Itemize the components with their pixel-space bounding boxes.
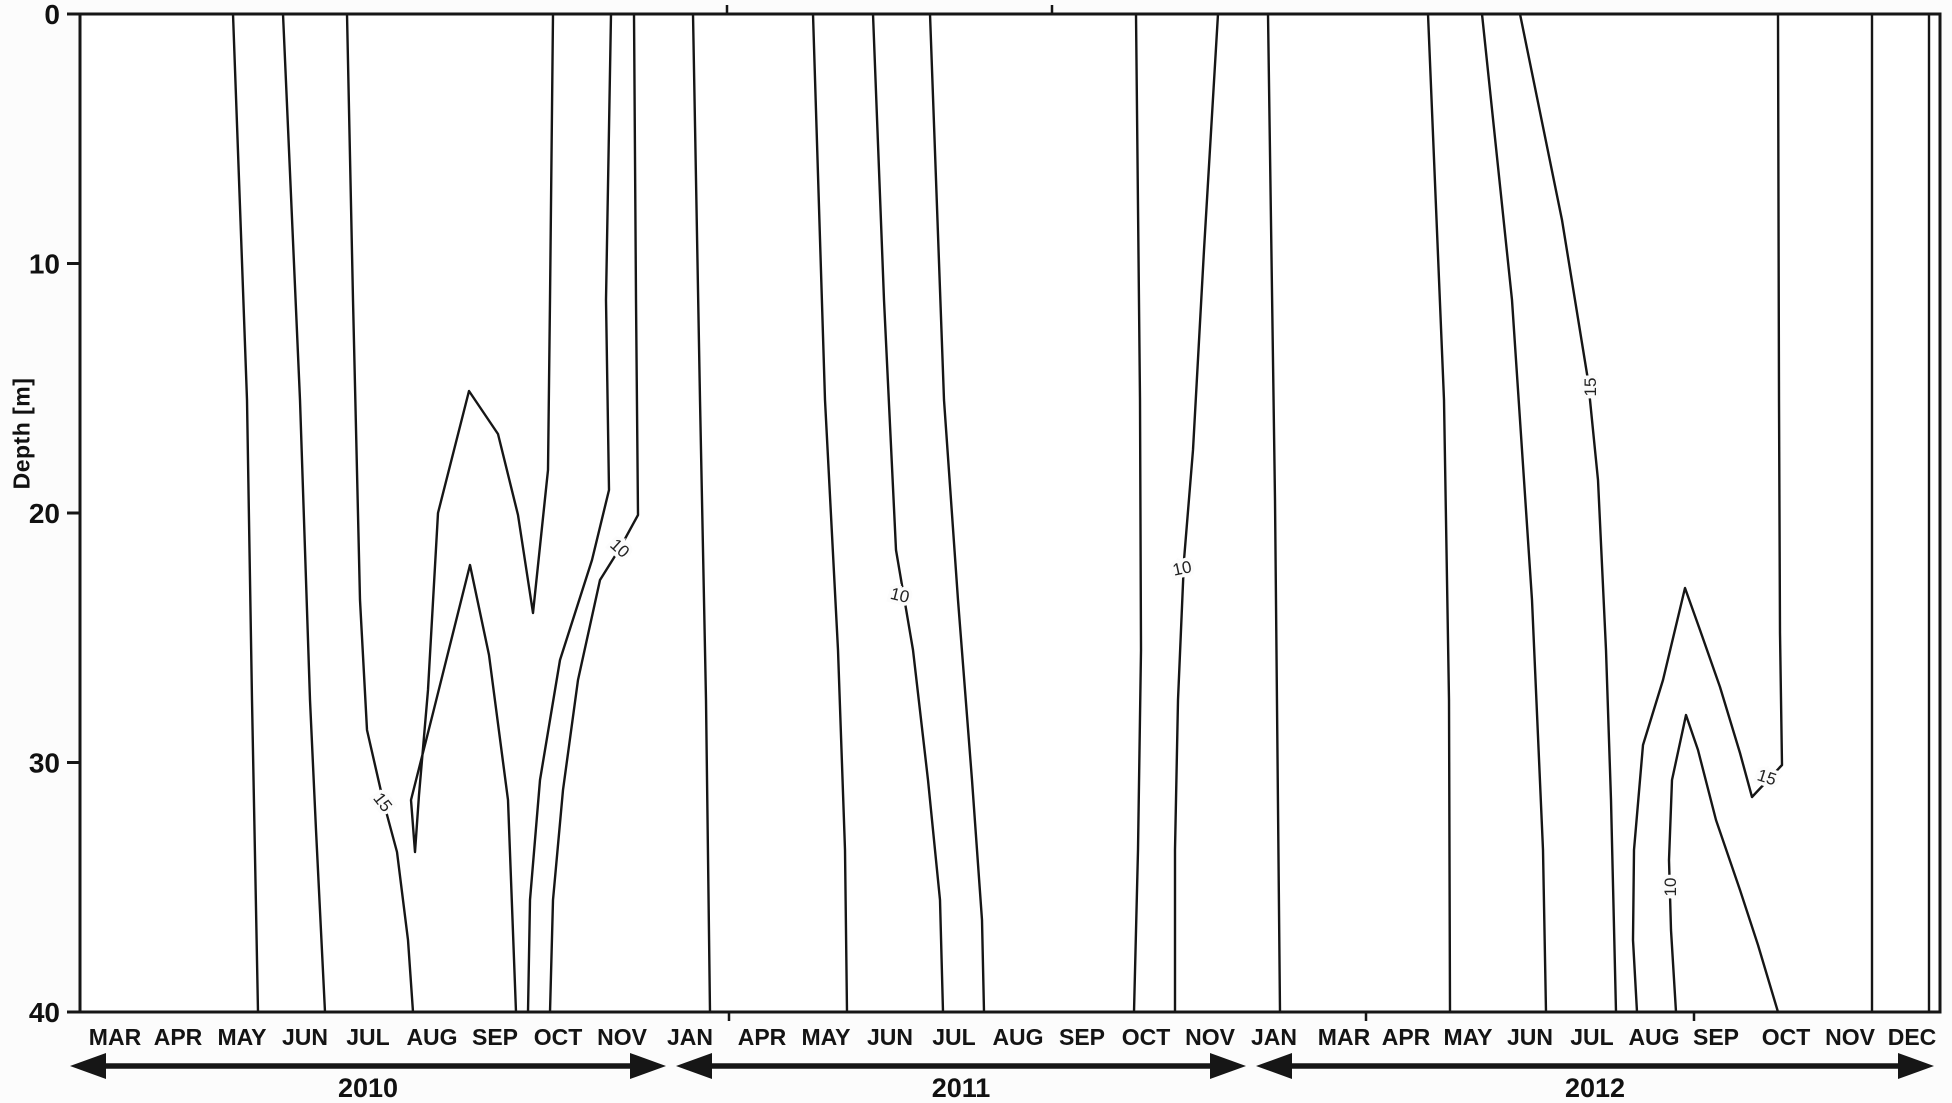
contour-line [1266,12,1282,1014]
plot-border [78,12,1942,1014]
contour-line [1132,12,1143,1014]
month-tick-label: SEP [472,1024,518,1050]
y-tick-label: 30 [29,748,60,779]
month-tick-label: JUN [1507,1024,1553,1050]
contour-line [811,12,849,1014]
contour-line-15 [1518,12,1618,1014]
month-tick-label: MAY [802,1024,851,1050]
month-tick-label: JUN [282,1024,328,1050]
contour-line [928,12,986,1014]
month-tick-label: MAY [218,1024,267,1050]
year-arrow-left-head [70,1053,106,1079]
month-tick-label: SEP [1693,1024,1739,1050]
contour-line-15 [409,12,555,1014]
contour-line [691,12,712,1014]
month-tick-label: MAY [1444,1024,1493,1050]
month-tick-label: DEC [1888,1024,1937,1050]
year-arrow-right-head [630,1053,666,1079]
contour-line-10 [548,12,640,1014]
month-tick-label: NOV [1185,1024,1236,1050]
contour-line [281,12,327,1014]
month-tick-label: AUG [992,1024,1043,1050]
contour-line [231,12,260,1014]
month-tick-label: JUL [346,1024,389,1050]
contour-line [1426,12,1452,1014]
contour-level-label: 15 [1581,378,1600,397]
contour-line-10 [871,12,945,1014]
contour-line-15 [345,12,415,1014]
year-arrow-right-head [1210,1053,1246,1079]
contour-line-15 [1631,12,1784,1014]
month-tick-label: MAR [89,1024,142,1050]
year-arrow-left-head [676,1053,712,1079]
month-tick-label: APR [738,1024,787,1050]
month-tick-label: MAR [1318,1024,1371,1050]
year-arrow-left-head [1256,1053,1292,1079]
month-tick-label: JUL [1570,1024,1613,1050]
y-tick-label: 10 [29,249,60,280]
month-tick-label: AUG [1628,1024,1679,1050]
month-tick-label: APR [1382,1024,1431,1050]
month-tick-label: SEP [1059,1024,1105,1050]
month-tick-label: OCT [534,1024,583,1050]
contour-line [526,12,613,1014]
month-tick-label: JAN [667,1024,713,1050]
y-axis-title: Depth [m] [8,377,35,490]
y-tick-label: 0 [44,0,60,30]
year-label: 2010 [338,1073,398,1103]
contour-level-label: 10 [1171,557,1193,580]
month-tick-label: JUL [932,1024,975,1050]
month-tick-label: AUG [406,1024,457,1050]
month-tick-label: NOV [597,1024,648,1050]
contour-level-label: 10 [1661,878,1680,897]
month-tick-label: JUN [867,1024,913,1050]
month-tick-label: APR [154,1024,203,1050]
contour-line-10 [1173,12,1220,1014]
month-tick-label: OCT [1762,1024,1811,1050]
year-label: 2012 [1565,1073,1625,1103]
year-label: 2011 [932,1073,991,1103]
month-tick-label: JAN [1251,1024,1297,1050]
y-tick-label: 40 [29,997,60,1028]
month-tick-label: NOV [1825,1024,1876,1050]
contour-line [1480,12,1548,1014]
y-tick-label: 20 [29,498,60,529]
month-tick-label: OCT [1122,1024,1171,1050]
year-arrow-right-head [1898,1053,1934,1079]
contour-line-10 [1667,713,1780,1014]
